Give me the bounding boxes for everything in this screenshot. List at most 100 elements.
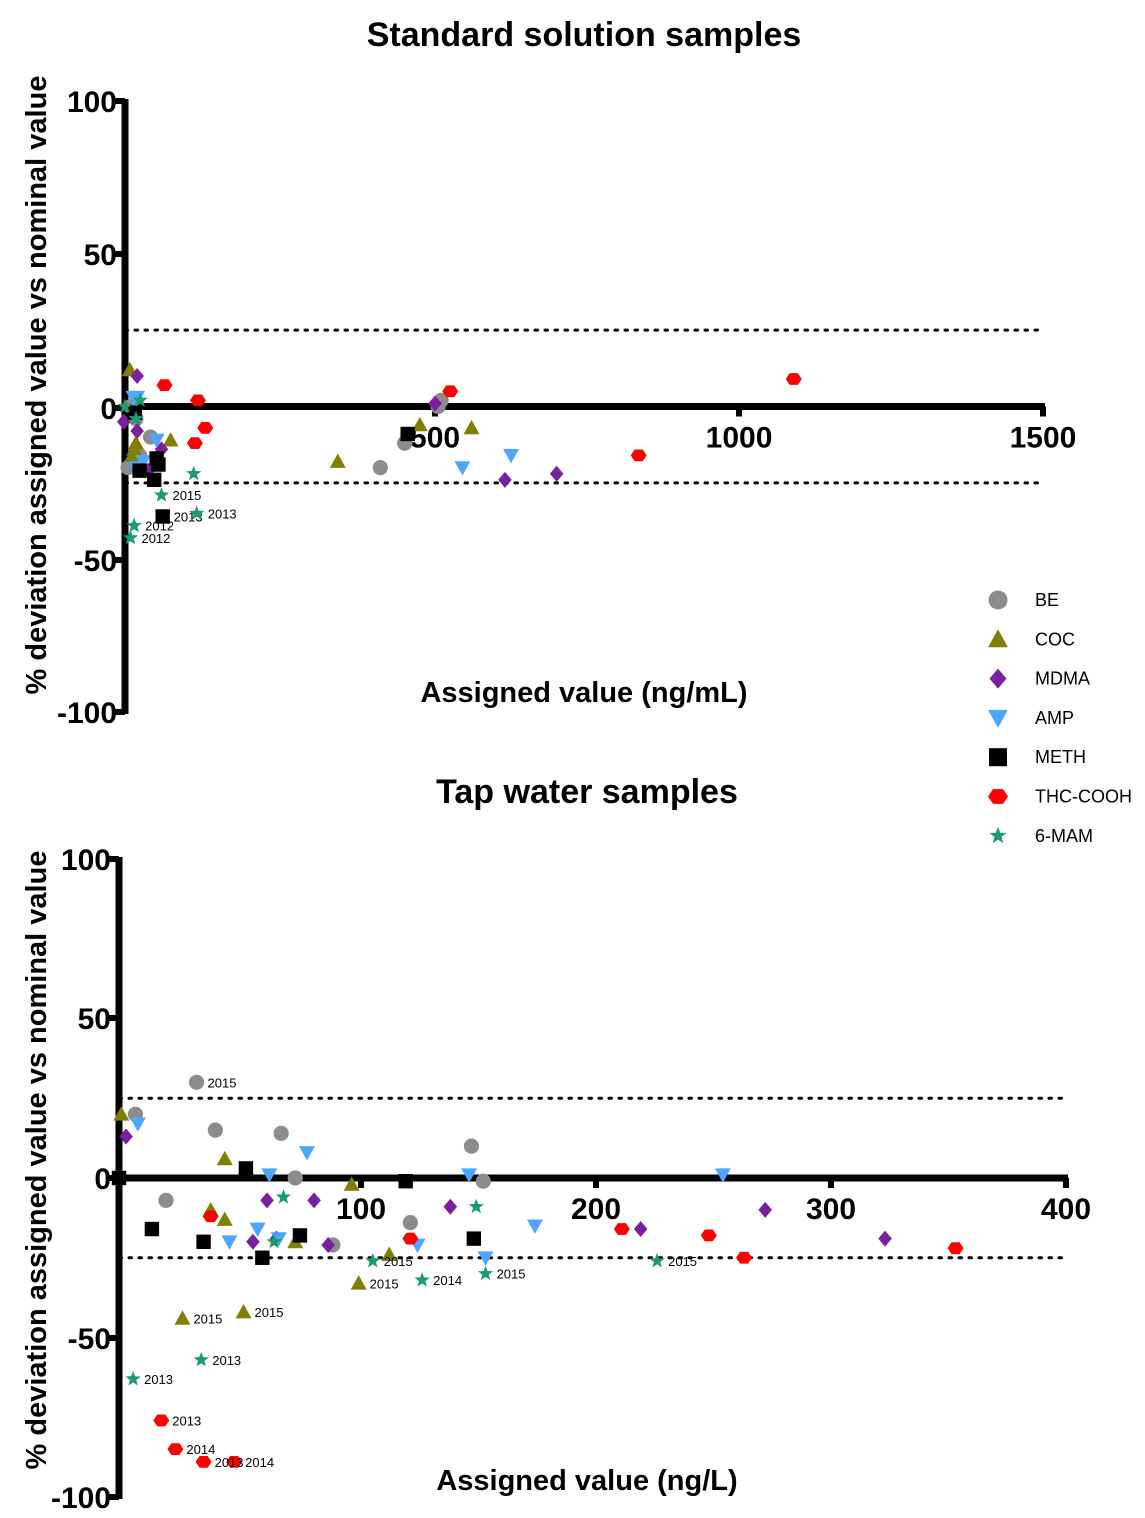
data-point xyxy=(630,449,647,462)
point-annotation: 2015 xyxy=(370,1276,399,1291)
data-point xyxy=(633,1221,648,1238)
data-point xyxy=(153,487,170,502)
data-point xyxy=(196,1234,211,1249)
x-axis-label-standard: Assigned value (ng/mL) xyxy=(420,677,747,709)
data-point xyxy=(188,1074,205,1090)
data-point xyxy=(216,1150,233,1166)
data-point xyxy=(146,472,162,488)
x-tick-label: 1000 xyxy=(706,422,773,455)
data-point xyxy=(321,1236,335,1253)
data-point xyxy=(129,1117,146,1132)
legend-marker xyxy=(989,668,1007,689)
point-annotation: 2012 xyxy=(145,519,174,534)
data-point xyxy=(443,1198,458,1215)
data-point xyxy=(111,1170,127,1186)
legend-label: AMP xyxy=(1035,708,1074,728)
point-annotation: 2014 xyxy=(245,1455,274,1470)
data-point xyxy=(343,1176,360,1191)
data-point xyxy=(266,1233,282,1249)
legend-marker xyxy=(988,629,1008,648)
x-tick-label: 100 xyxy=(336,1193,386,1226)
data-point xyxy=(947,1242,964,1255)
point-annotation: 2015 xyxy=(668,1254,697,1269)
legend-label: METH xyxy=(1035,747,1086,767)
data-point xyxy=(148,433,165,449)
data-point xyxy=(503,448,520,464)
data-point xyxy=(186,437,203,450)
series-thc-cooh xyxy=(156,373,802,462)
data-point xyxy=(350,1275,367,1290)
point-annotation: 2013 xyxy=(215,1455,244,1470)
series-6-mam: 2013 2013 2015 2014 2015 2015 xyxy=(125,1189,697,1387)
data-point xyxy=(613,1223,630,1235)
data-point xyxy=(498,471,512,488)
data-point xyxy=(151,457,166,472)
legend-marker xyxy=(988,709,1008,728)
data-point xyxy=(193,1351,209,1367)
y-tick-label: -100 xyxy=(57,697,117,730)
data-point xyxy=(235,1303,252,1319)
y-tick-label: 0 xyxy=(100,393,117,426)
data-point xyxy=(329,453,346,468)
data-point xyxy=(700,1229,717,1242)
legend-marker xyxy=(989,748,1007,767)
legend: BE COC MDMA AMP METH THC-COOH 6-MAM xyxy=(988,590,1132,846)
data-point xyxy=(372,460,388,476)
series-meth xyxy=(111,1161,482,1265)
legend-marker xyxy=(988,590,1008,610)
data-point xyxy=(411,416,428,432)
data-point xyxy=(414,1272,430,1287)
series-mdma xyxy=(119,1128,892,1253)
data-point xyxy=(398,1173,413,1189)
data-point xyxy=(477,1251,494,1266)
data-point xyxy=(216,1211,233,1226)
y-tick-label: 100 xyxy=(61,844,111,877)
point-annotation: 2015 xyxy=(172,488,201,503)
data-point xyxy=(758,1201,773,1218)
point-annotation: 2014 xyxy=(186,1442,215,1457)
legend-label: BE xyxy=(1035,590,1059,610)
legend-label: THC-COOH xyxy=(1035,787,1132,807)
data-point xyxy=(273,1125,289,1141)
data-point xyxy=(167,1443,184,1456)
y-tick-label: -50 xyxy=(68,1323,111,1356)
data-point xyxy=(714,1168,731,1183)
point-annotation: 2015 xyxy=(497,1267,526,1282)
x-tick-label: 200 xyxy=(571,1193,621,1226)
data-point xyxy=(202,1210,219,1223)
data-point xyxy=(155,509,170,524)
series-mdma xyxy=(116,367,564,488)
data-point xyxy=(117,398,133,413)
data-point xyxy=(461,1168,478,1183)
data-point xyxy=(307,1192,321,1209)
series-meth: 2013 xyxy=(127,405,415,524)
data-point xyxy=(878,1230,892,1247)
data-point xyxy=(246,1233,260,1250)
point-annotation: 2015 xyxy=(208,1075,237,1090)
data-point xyxy=(189,394,206,407)
y-axis-label-standard: % deviation assigned value vs nominal va… xyxy=(21,76,53,695)
data-point xyxy=(475,1173,491,1189)
series-be: 2015 xyxy=(127,1074,491,1253)
legend-label: 6-MAM xyxy=(1035,826,1093,846)
data-point xyxy=(400,426,415,442)
data-point xyxy=(207,1122,223,1138)
y-tick-label: -50 xyxy=(74,545,117,578)
data-point xyxy=(126,517,142,533)
data-point xyxy=(381,1246,398,1261)
legend-label: MDMA xyxy=(1035,669,1090,689)
data-point xyxy=(132,463,147,478)
x-tick-label: 300 xyxy=(806,1193,856,1226)
data-point xyxy=(785,373,802,385)
data-point xyxy=(128,410,144,426)
x-axis-label-tap: Assigned value (ng/L) xyxy=(436,1465,737,1497)
data-point xyxy=(463,419,480,435)
x-tick-label: 400 xyxy=(1041,1193,1091,1226)
data-point xyxy=(221,1235,238,1250)
data-point xyxy=(116,413,131,430)
data-point xyxy=(130,367,144,384)
data-point xyxy=(736,1251,753,1264)
